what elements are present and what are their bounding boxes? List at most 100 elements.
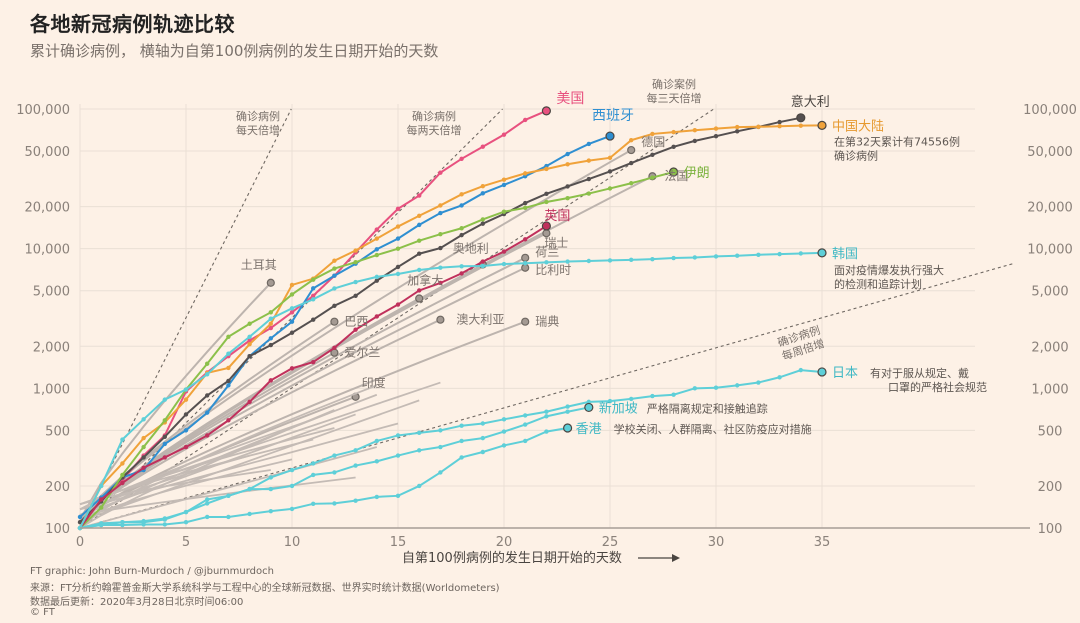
series-point [438, 280, 443, 286]
series-point [332, 501, 337, 506]
y-tick-label-right: 100,000 [1023, 103, 1077, 118]
series-point [289, 319, 295, 324]
series-point [459, 455, 464, 460]
series-point [417, 251, 422, 256]
series-point [671, 255, 676, 261]
series-point [544, 414, 549, 419]
series-point [247, 334, 252, 339]
series-point [120, 480, 125, 486]
country-line-澳大利亚 [79, 318, 441, 521]
series-point [735, 383, 740, 388]
series-point [501, 261, 507, 267]
source-text: 来源：FT分析约翰霍普金斯大学系统科学与工程中心的全球新冠数据、世界实时统计数据… [30, 583, 500, 594]
series-point [417, 222, 422, 228]
series-point [311, 317, 316, 322]
series-point [289, 310, 295, 315]
series-point [501, 417, 507, 422]
series-point [565, 162, 570, 167]
series-point [607, 155, 613, 161]
series-point [438, 170, 443, 175]
country-label: 奥地利 [453, 242, 489, 256]
series-point [374, 247, 379, 252]
country-line-unlabeled [79, 458, 293, 522]
series-point [120, 461, 125, 466]
country-line-unlabeled [79, 384, 378, 529]
series-point [438, 231, 443, 237]
series-point [141, 444, 146, 450]
country-line-土耳其 [79, 282, 272, 521]
series-point [395, 493, 401, 499]
series-point [650, 152, 655, 157]
y-tick-label-right: 5,000 [1031, 285, 1068, 300]
series-point [99, 497, 104, 502]
country-end-marker [266, 278, 275, 287]
series-point [480, 217, 485, 222]
y-tick-label-left: 10,000 [25, 243, 71, 258]
country-line-unlabeled [79, 476, 356, 516]
series-point [417, 430, 422, 436]
series-point [501, 443, 507, 448]
series-end-marker [796, 113, 806, 123]
reference-line-label: 确诊案例每三天倍增 [647, 77, 702, 105]
series-point [99, 522, 104, 528]
series-point [523, 438, 528, 444]
series-point [417, 267, 422, 273]
country-label: 德国 [641, 134, 665, 149]
x-tick-label: 15 [390, 535, 407, 550]
series-point [205, 514, 210, 520]
series-point [777, 119, 782, 125]
series-point [247, 399, 252, 405]
series-point [565, 259, 570, 264]
series-point [77, 520, 83, 525]
series-label: 意大利 [791, 94, 830, 110]
series-point [141, 465, 146, 470]
series-point [692, 255, 697, 260]
series-point [459, 271, 464, 276]
series-point [268, 310, 273, 315]
series-point [120, 437, 125, 442]
series-point [311, 286, 316, 291]
series-point [311, 501, 316, 507]
series-point [289, 330, 295, 335]
series-point [289, 282, 295, 288]
series-point [332, 345, 337, 351]
credit-text: FT graphic: John Burn-Murdoch / @jburnmu… [30, 566, 274, 577]
reference-line-label: 确诊病例每两天倍增 [407, 109, 462, 137]
series-point [459, 203, 464, 208]
country-end-marker [521, 253, 530, 262]
series-point [162, 522, 167, 527]
series-point [332, 273, 337, 278]
series-point [268, 486, 273, 492]
series-point [459, 423, 464, 428]
country-label: 加拿大 [407, 272, 443, 287]
country-end-marker [330, 317, 339, 326]
series-point [120, 522, 125, 528]
series-point [480, 263, 485, 269]
series-point [311, 359, 316, 365]
series-point [247, 353, 252, 359]
series-point [713, 133, 719, 139]
series-point [501, 209, 507, 214]
series-point [735, 124, 740, 130]
series-point [183, 397, 189, 402]
series-line-韩国 [79, 251, 823, 529]
series-point [629, 257, 634, 263]
country-line-unlabeled [79, 422, 399, 511]
series-point [289, 292, 295, 297]
country-line-加拿大 [79, 297, 420, 521]
country-label: 瑞典 [535, 315, 559, 329]
other-countries-lines [79, 145, 657, 529]
series-point [523, 117, 528, 123]
series-label: 伊朗 [684, 166, 710, 181]
series-point [374, 494, 379, 500]
series-point [395, 271, 401, 277]
series-point [692, 128, 697, 133]
series-point [183, 509, 189, 515]
series-point [205, 361, 210, 366]
x-tick-label: 25 [602, 535, 619, 550]
series-point [501, 249, 507, 254]
series-point [650, 256, 655, 262]
country-end-marker [521, 317, 530, 326]
series-point [183, 412, 189, 417]
